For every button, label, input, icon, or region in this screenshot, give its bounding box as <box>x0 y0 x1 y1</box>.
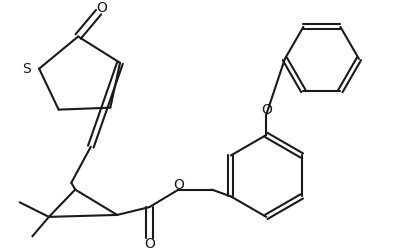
Text: O: O <box>96 1 107 15</box>
Text: S: S <box>22 62 31 76</box>
Text: O: O <box>173 178 184 192</box>
Text: O: O <box>261 103 272 117</box>
Text: O: O <box>144 237 155 251</box>
